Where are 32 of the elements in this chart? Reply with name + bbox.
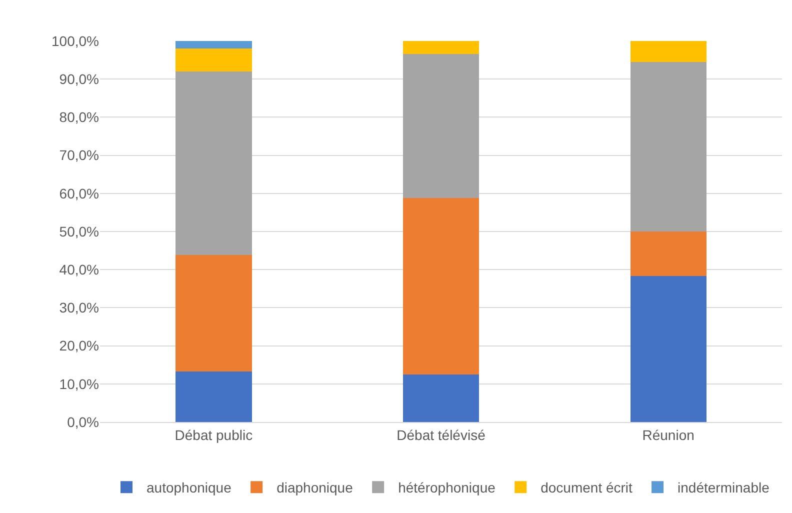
bar (176, 371, 252, 422)
bar (402, 198, 480, 374)
x-tick-label: Débat public (174, 426, 253, 443)
bar (176, 48, 252, 72)
y-tick-label: 0,0% (67, 414, 99, 430)
legend-label: hétérophonique (398, 480, 496, 496)
legend-label: autophonique (146, 480, 232, 496)
bar (630, 232, 706, 276)
y-tick-label: 80,0% (59, 109, 99, 126)
bar (630, 41, 706, 62)
bar (176, 71, 252, 256)
bar (402, 374, 480, 422)
y-tick-label: 70,0% (59, 147, 99, 164)
legend-label: document écrit (540, 480, 633, 496)
y-tick-label: 60,0% (59, 185, 99, 202)
bar (176, 41, 252, 49)
bar (630, 276, 706, 422)
y-tick-label: 100,0% (52, 32, 99, 49)
bar (402, 41, 480, 54)
legend-label: diaphonique (276, 480, 354, 496)
legend-label: indéterminable (678, 480, 770, 496)
bar (176, 255, 252, 372)
y-tick-label: 90,0% (59, 71, 99, 87)
y-tick-label: 20,0% (59, 338, 99, 354)
x-tick-label: Débat télévisé (396, 426, 486, 443)
bar (630, 62, 706, 232)
y-tick-label: 40,0% (59, 262, 99, 278)
y-tick-label: 50,0% (59, 223, 99, 240)
x-tick-label: Réunion (642, 426, 694, 443)
bar (402, 54, 480, 198)
y-tick-label: 30,0% (59, 300, 99, 316)
y-tick-label: 10,0% (59, 376, 99, 392)
